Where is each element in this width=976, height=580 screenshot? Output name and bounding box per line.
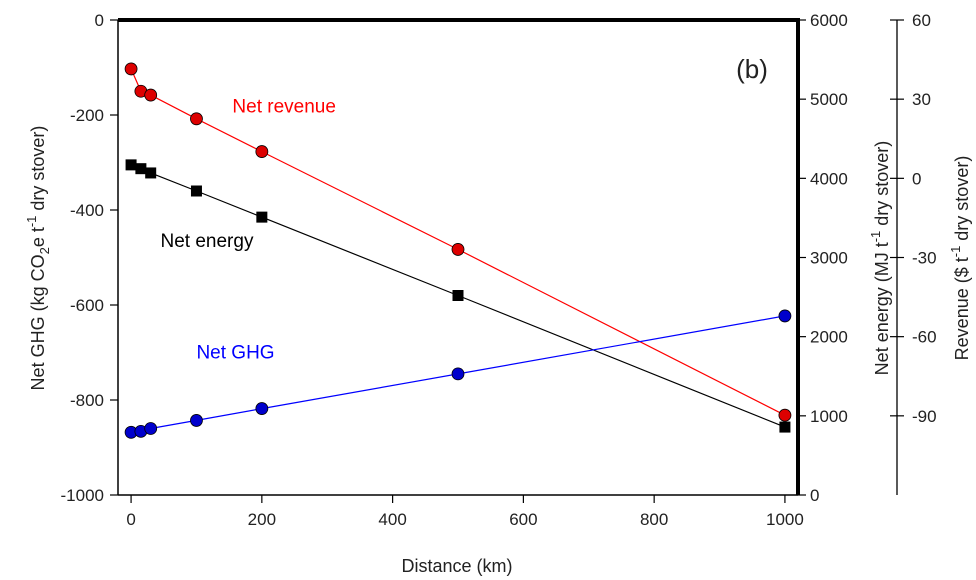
net-ghg-label: Net GHG <box>196 343 274 364</box>
far-right-y-tick-label: -30 <box>912 249 937 268</box>
net-revenue-point <box>124 62 138 76</box>
far-right-y-tick-label: -60 <box>912 328 937 347</box>
x-axis-title: Distance (km) <box>401 556 512 576</box>
right-y-axis-ticks: 0 1000 2000 3000 4000 5000 6000 <box>798 11 848 505</box>
x-tick-label: 400 <box>378 510 406 529</box>
x-tick-label: 600 <box>509 510 537 529</box>
net-ghg-point <box>190 414 203 427</box>
left-y-axis-ticks: -1000 -800 -600 -400 -200 0 <box>61 11 118 505</box>
right-y-tick-label: 1000 <box>810 407 848 426</box>
net-energy-label: Net energy <box>161 231 254 252</box>
far-right-y-tick-label: 0 <box>912 169 921 188</box>
right-y-tick-label: 4000 <box>810 169 848 188</box>
series-layer: Net revenue Net energy Net GHG <box>124 62 792 439</box>
far-right-y-axis-ticks: -90 -60 -30 0 30 60 <box>890 11 937 426</box>
net-ghg-point <box>255 402 269 415</box>
series-net-ghg: Net GHG <box>124 309 792 439</box>
net-revenue-label: Net revenue <box>232 97 336 118</box>
net-energy-point <box>145 167 157 179</box>
right-y-tick-label: 2000 <box>810 328 848 347</box>
net-revenue-point <box>451 243 465 256</box>
right-y-axis-title: Net energy (MJ t-1 dry stover) <box>868 141 892 376</box>
net-energy-point <box>452 290 464 301</box>
net-revenue-point <box>190 112 203 126</box>
net-revenue-point <box>778 408 792 422</box>
x-axis-ticks: 0 200 400 600 800 1000 <box>126 495 804 529</box>
x-tick-label: 200 <box>248 510 276 529</box>
net-energy-point <box>125 159 137 171</box>
right-y-tick-label: 6000 <box>810 11 848 30</box>
series-net-energy: Net energy <box>125 159 791 433</box>
net-revenue-point <box>144 88 158 102</box>
x-tick-label: 800 <box>640 510 668 529</box>
net-energy-point <box>135 163 147 175</box>
right-y-tick-label: 5000 <box>810 90 848 109</box>
far-right-y-tick-label: 30 <box>912 90 931 109</box>
net-energy-point <box>190 185 202 197</box>
net-energy-point <box>256 211 268 223</box>
right-y-tick-label: 0 <box>810 486 819 505</box>
right-y-tick-label: 3000 <box>810 249 848 268</box>
left-y-tick-label: 0 <box>95 11 104 30</box>
left-y-tick-label: -600 <box>70 296 104 315</box>
far-right-y-tick-label: 60 <box>912 11 931 30</box>
net-revenue-point <box>255 145 269 158</box>
net-energy-point <box>779 421 791 433</box>
left-y-tick-label: -1000 <box>61 486 104 505</box>
net-ghg-point <box>778 309 792 323</box>
panel-label: (b) <box>736 54 768 84</box>
far-right-y-tick-label: -90 <box>912 407 937 426</box>
left-y-axis-title: Net GHG (kg CO2e t-1 dry stover) <box>24 126 52 391</box>
net-ghg-point <box>144 422 158 435</box>
series-net-revenue: Net revenue <box>124 62 792 422</box>
left-y-tick-label: -400 <box>70 201 104 220</box>
x-tick-label: 0 <box>126 510 135 529</box>
left-y-tick-label: -800 <box>70 391 104 410</box>
x-tick-label: 1000 <box>766 510 804 529</box>
net-ghg-point <box>451 367 465 381</box>
left-y-tick-label: -200 <box>70 106 104 125</box>
far-right-y-axis-title: Revenue ($ t-1 dry stover) <box>948 156 972 361</box>
